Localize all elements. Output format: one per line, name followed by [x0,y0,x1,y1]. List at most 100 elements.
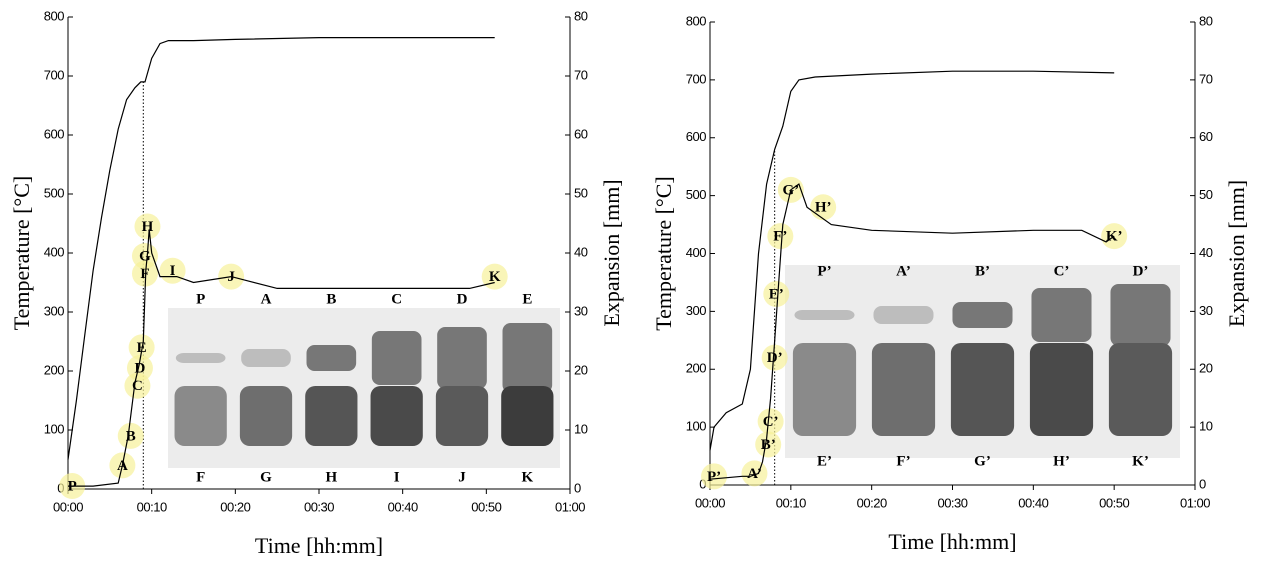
photo-panel [168,308,560,468]
sample-label: D [457,291,468,307]
x-tick-label: 00:00 [53,499,83,514]
sample-photo [435,386,489,446]
sample-label: A’ [896,263,911,279]
sample-label: F’ [896,453,910,469]
sample-photo [873,306,934,324]
x-tick-label: 00:10 [776,495,806,510]
sample-label: D’ [1133,263,1149,279]
y-tick-label: 400 [44,244,64,259]
sample-photo [370,386,423,446]
annotation-marker [481,263,508,290]
y2-tick-label: 40 [1199,245,1213,260]
y2-axis-title: Expansion [mm] [1224,180,1249,327]
x-tick-label: 00:30 [304,499,334,514]
y2-tick-label: 20 [574,362,588,377]
y2-tick-label: 80 [1199,13,1213,28]
annotation-label: B [126,428,136,444]
sample-label: E [522,291,532,307]
sample-label: J [458,469,466,485]
annotation-marker [134,213,161,240]
y-tick-label: 200 [44,362,64,377]
sample-label: F [196,469,205,485]
x-axis-title: Time [hh:mm] [255,533,383,558]
annotation-label: F’ [773,229,787,245]
annotation-marker [755,431,782,458]
annotation-label: D [135,360,146,376]
y-tick-label: 600 [44,126,64,141]
annotation-marker [757,408,784,435]
x-tick-label: 00:40 [1018,495,1048,510]
sample-photo [871,343,936,436]
annotation-marker [767,223,794,250]
annotation-label: A’ [747,466,762,482]
x-tick-label: 00:50 [471,499,501,514]
y-tick-label: 800 [44,8,64,23]
x-tick-label: 00:10 [137,499,167,514]
x-tick-label: 00:20 [220,499,250,514]
annotation-marker [763,281,790,308]
sample-photo [1110,284,1171,346]
y-tick-label: 100 [44,421,64,436]
annotation-label: I [170,263,176,279]
data-line [67,37,495,460]
sample-photo [241,349,291,367]
y2-tick-label: 20 [1199,361,1213,376]
y-tick-label: 300 [686,303,706,318]
annotation-label: G [139,248,151,264]
y2-tick-label: 0 [1199,476,1206,491]
y2-tick-label: 0 [574,480,581,495]
annotation-marker [701,463,728,490]
data-line [68,229,495,487]
sample-label: B’ [975,263,990,279]
y2-tick-label: 70 [1199,71,1213,86]
y2-tick-label: 50 [1199,187,1213,202]
y-tick-label: 800 [686,13,706,28]
sample-label: B [326,291,336,307]
y2-tick-label: 80 [574,8,588,23]
y-tick-label: 200 [686,361,706,376]
sample-photo [792,343,857,436]
data-line [709,183,1115,480]
y2-tick-label: 30 [1199,303,1213,318]
x-tick-label: 00:30 [937,495,967,510]
x-tick-label: 01:00 [1180,495,1210,510]
sample-photo [1031,288,1092,342]
x-tick-label: 01:00 [555,499,585,514]
sample-label: K’ [1132,453,1149,469]
x-tick-label: 00:50 [1099,495,1129,510]
annotation-label: D’ [767,350,783,366]
sample-label: P [196,291,205,307]
sample-label: C’ [1054,263,1070,279]
annotation-label: B’ [761,437,776,453]
sample-photo [305,386,358,446]
sample-photo [437,327,487,389]
sample-label: I [394,469,400,485]
annotation-label: F [140,266,149,282]
sample-label: G [260,469,272,485]
sample-photo [1029,343,1094,436]
y2-axis-title: Expansion [mm] [599,179,624,326]
annotation-label: E’ [769,286,784,302]
sample-label: P’ [817,263,831,279]
annotation-label: C’ [763,414,779,430]
chart: PABCDEFGHIJK0100200300400500600700800010… [9,8,624,558]
sample-photo [794,310,855,320]
y2-tick-label: 40 [574,244,588,259]
sample-photo [371,331,422,385]
annotation-label: C [132,378,143,394]
sample-photo [950,343,1015,436]
sample-label: C [391,291,402,307]
sample-label: H’ [1053,453,1070,469]
y2-tick-label: 10 [574,421,588,436]
y-tick-label: 100 [686,419,706,434]
x-tick-label: 00:40 [388,499,418,514]
annotation-marker [117,422,144,449]
sample-photo [174,386,227,446]
y-tick-label: 400 [686,245,706,260]
sample-photo [306,345,357,371]
y2-tick-label: 60 [574,126,588,141]
annotation-label: P’ [707,469,721,485]
y-tick-label: 600 [686,129,706,144]
y2-tick-label: 70 [574,67,588,82]
